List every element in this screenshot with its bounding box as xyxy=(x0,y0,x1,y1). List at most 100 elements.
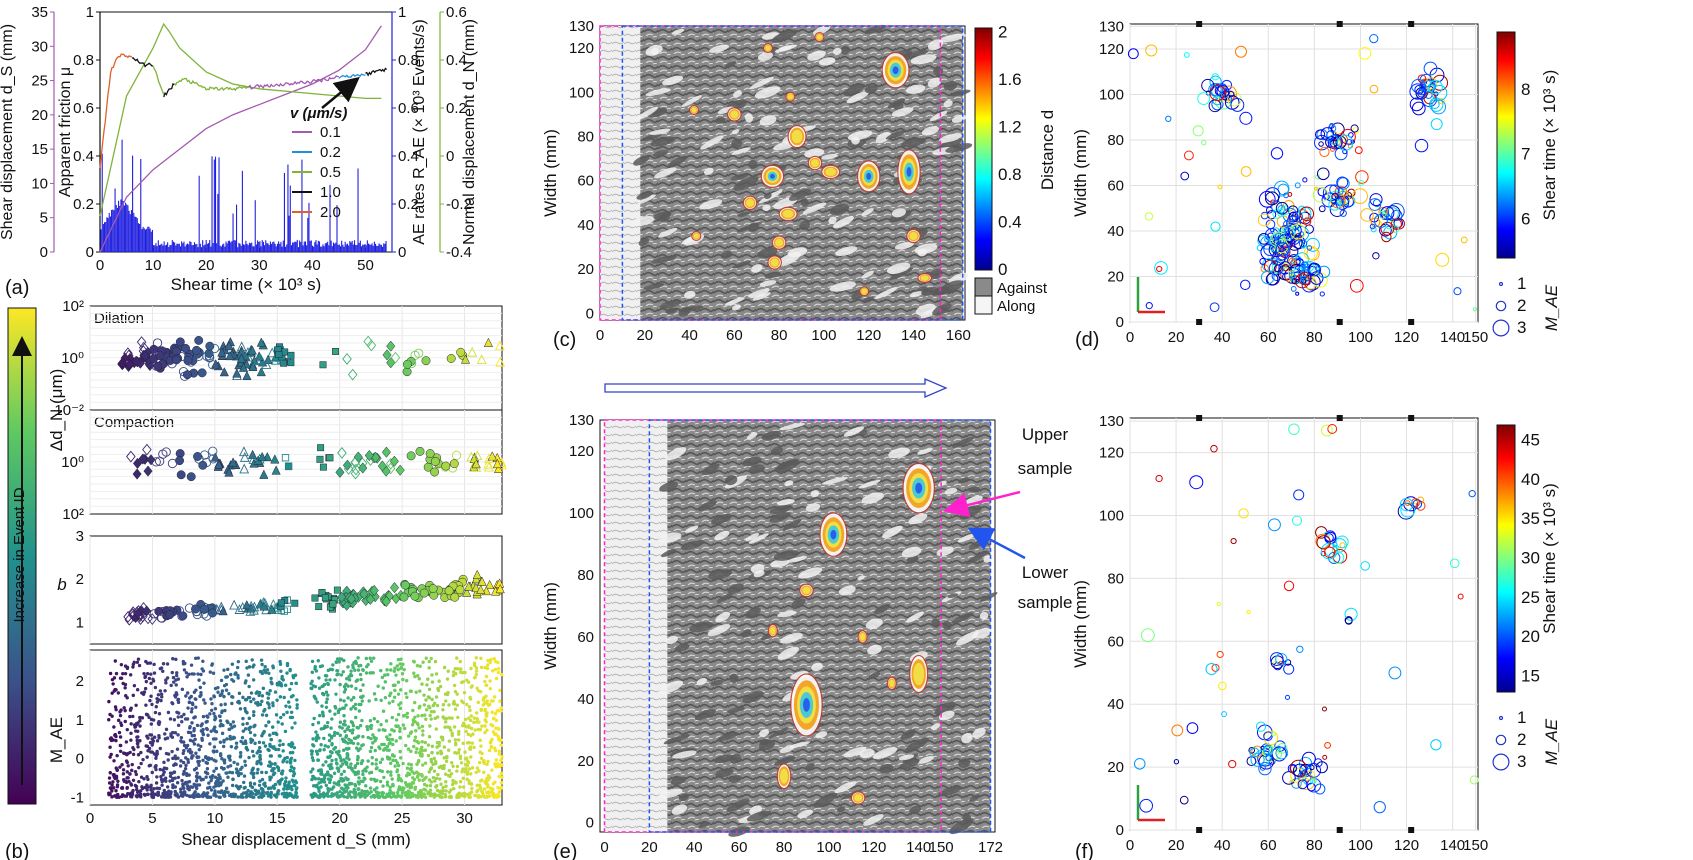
mae-event-dot xyxy=(413,715,417,720)
mae-event-dot xyxy=(353,765,357,770)
mae-event-dot xyxy=(271,664,275,668)
asperity-patch xyxy=(693,233,699,239)
mae-event-dot xyxy=(321,778,326,783)
ae-event-circle xyxy=(1205,662,1218,676)
dilation-marker xyxy=(256,366,266,377)
b-value-marker xyxy=(147,613,158,625)
mae-event-dot xyxy=(452,786,456,791)
mae-event-dot xyxy=(496,737,501,741)
rock-texture xyxy=(917,448,933,455)
ae-event-circle xyxy=(1260,270,1275,285)
ae-event-circle xyxy=(1183,150,1194,161)
mae-event-dot xyxy=(423,761,428,765)
mae-event-dot xyxy=(333,792,337,796)
mae-event-dot xyxy=(420,713,424,718)
mae-event-dot xyxy=(220,692,224,696)
mae-event-dot xyxy=(398,662,402,666)
mae-event-dot xyxy=(126,792,130,796)
rock-texture xyxy=(828,216,837,224)
rock-texture xyxy=(698,821,710,829)
ae-event-circle xyxy=(1186,722,1199,735)
dilation-marker xyxy=(483,337,494,347)
ae-event-circle xyxy=(1321,706,1327,712)
mae-event-dot xyxy=(316,659,320,663)
rock-texture xyxy=(861,208,874,217)
rock-texture xyxy=(741,629,752,638)
compaction-marker xyxy=(248,453,259,464)
mae-event-dot xyxy=(377,795,382,799)
y-tick-surface: 40 xyxy=(577,217,594,234)
rock-texture xyxy=(658,680,684,695)
mae-event-dot xyxy=(338,707,342,712)
mae-event-dot xyxy=(320,704,324,708)
mae-event-dot xyxy=(354,715,358,720)
mae-event-dot xyxy=(450,761,454,765)
dilation-marker xyxy=(186,357,196,367)
mae-event-dot xyxy=(222,738,226,743)
mae-event-dot xyxy=(461,785,466,789)
mae-event-dot xyxy=(390,728,394,732)
rock-texture xyxy=(754,86,781,99)
compaction-marker xyxy=(343,463,354,475)
mae-event-dot xyxy=(179,735,184,740)
y-tick-surface: 60 xyxy=(577,173,594,190)
mae-event-dot xyxy=(463,750,467,754)
compaction-marker xyxy=(406,451,416,461)
mae-event-dot xyxy=(329,774,334,779)
rock-texture xyxy=(674,643,690,652)
mae-event-dot xyxy=(493,667,498,672)
ae-event-circle xyxy=(1277,234,1293,249)
mae-event-dot xyxy=(392,754,396,758)
ae-event-circle xyxy=(1373,213,1388,228)
rock-texture xyxy=(643,283,665,290)
compaction-marker xyxy=(430,457,440,466)
mae-event-dot xyxy=(120,763,124,767)
mae-event-dot xyxy=(114,734,118,739)
compaction-marker xyxy=(484,453,494,464)
y-tick-map: 120 xyxy=(1099,41,1124,58)
ae-event-circle xyxy=(1259,764,1266,771)
dilation-marker xyxy=(194,351,204,361)
mae-event-dot xyxy=(418,664,422,668)
mae-event-dot xyxy=(486,658,490,663)
mae-event-dot xyxy=(375,719,380,724)
ae-event-circle xyxy=(1391,225,1400,233)
dilation-marker xyxy=(140,350,150,362)
b-value-marker xyxy=(137,605,147,618)
ae-event-circle xyxy=(1282,207,1298,223)
mae-event-dot xyxy=(470,741,474,745)
mae-event-dot xyxy=(170,749,174,754)
ae-event-circle xyxy=(1269,233,1283,247)
y-axis-label-map: Width (mm) xyxy=(1071,580,1090,668)
mae-event-dot xyxy=(380,791,385,795)
mae-event-dot xyxy=(228,764,233,768)
mae-event-dot xyxy=(323,744,327,748)
y-tick-a: 0.2 xyxy=(446,100,467,117)
ae-event-circle xyxy=(1284,694,1291,700)
rock-texture xyxy=(834,781,857,794)
mae-event-dot xyxy=(185,793,189,797)
mae-event-dot xyxy=(131,665,135,669)
mae-event-dot xyxy=(241,722,245,726)
rock-texture xyxy=(843,83,866,97)
ae-event-circle xyxy=(1275,652,1288,666)
ae-event-circle xyxy=(1328,134,1339,145)
rock-texture xyxy=(829,203,850,216)
ae-event-circle xyxy=(1324,741,1331,749)
mae-event-dot xyxy=(396,680,401,684)
mae-event-dot xyxy=(176,715,180,719)
mae-event-dot xyxy=(126,776,130,780)
mae-event-dot xyxy=(112,725,116,729)
mae-event-dot xyxy=(218,724,222,728)
mae-event-dot xyxy=(285,710,289,715)
mae-event-dot xyxy=(236,659,241,664)
b-value-marker xyxy=(450,592,460,602)
mae-event-dot xyxy=(467,795,471,799)
mae-event-dot xyxy=(182,790,186,794)
mae-event-dot xyxy=(247,726,251,730)
mae-event-dot xyxy=(386,770,390,774)
mae-event-dot xyxy=(244,659,248,664)
mae-event-dot xyxy=(422,792,426,796)
b-value-marker xyxy=(267,604,277,614)
colorbar-label-map: Shear time (× 10³ s) xyxy=(1540,483,1559,634)
